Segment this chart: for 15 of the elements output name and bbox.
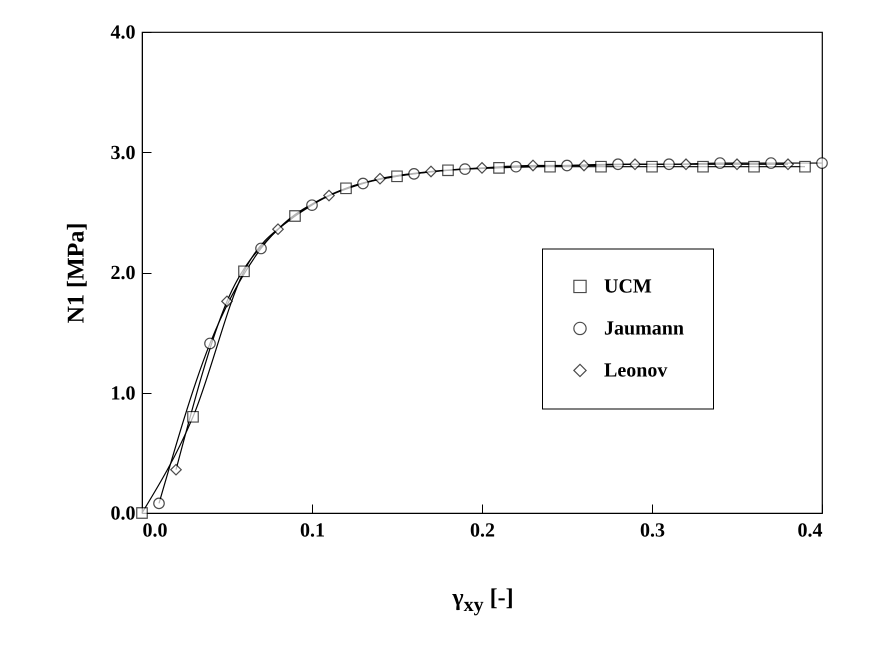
x-axis-title: γ$_{xy}$ [-] (451, 585, 515, 617)
y-tick-label: 0.0 (110, 502, 136, 524)
x-tick-label: 0.1 (300, 520, 325, 542)
y-tick-label: 3.0 (110, 142, 136, 164)
y-tick-label: 2.0 (110, 262, 136, 284)
legend-label: Leonov (604, 359, 668, 382)
x-tick-label: 0.2 (470, 520, 495, 542)
x-tick-label: 0.4 (798, 520, 822, 542)
y-axis-title: N1 [MPa] (64, 222, 90, 324)
x-tick-label: 0.0 (142, 520, 168, 542)
legend-label: Jaumann (604, 317, 684, 340)
x-tick-label: 0.3 (640, 520, 665, 542)
y-tick-label: 4.0 (110, 22, 136, 44)
y-tick-label: 1.0 (110, 382, 136, 404)
legend-label: UCM (604, 275, 652, 298)
